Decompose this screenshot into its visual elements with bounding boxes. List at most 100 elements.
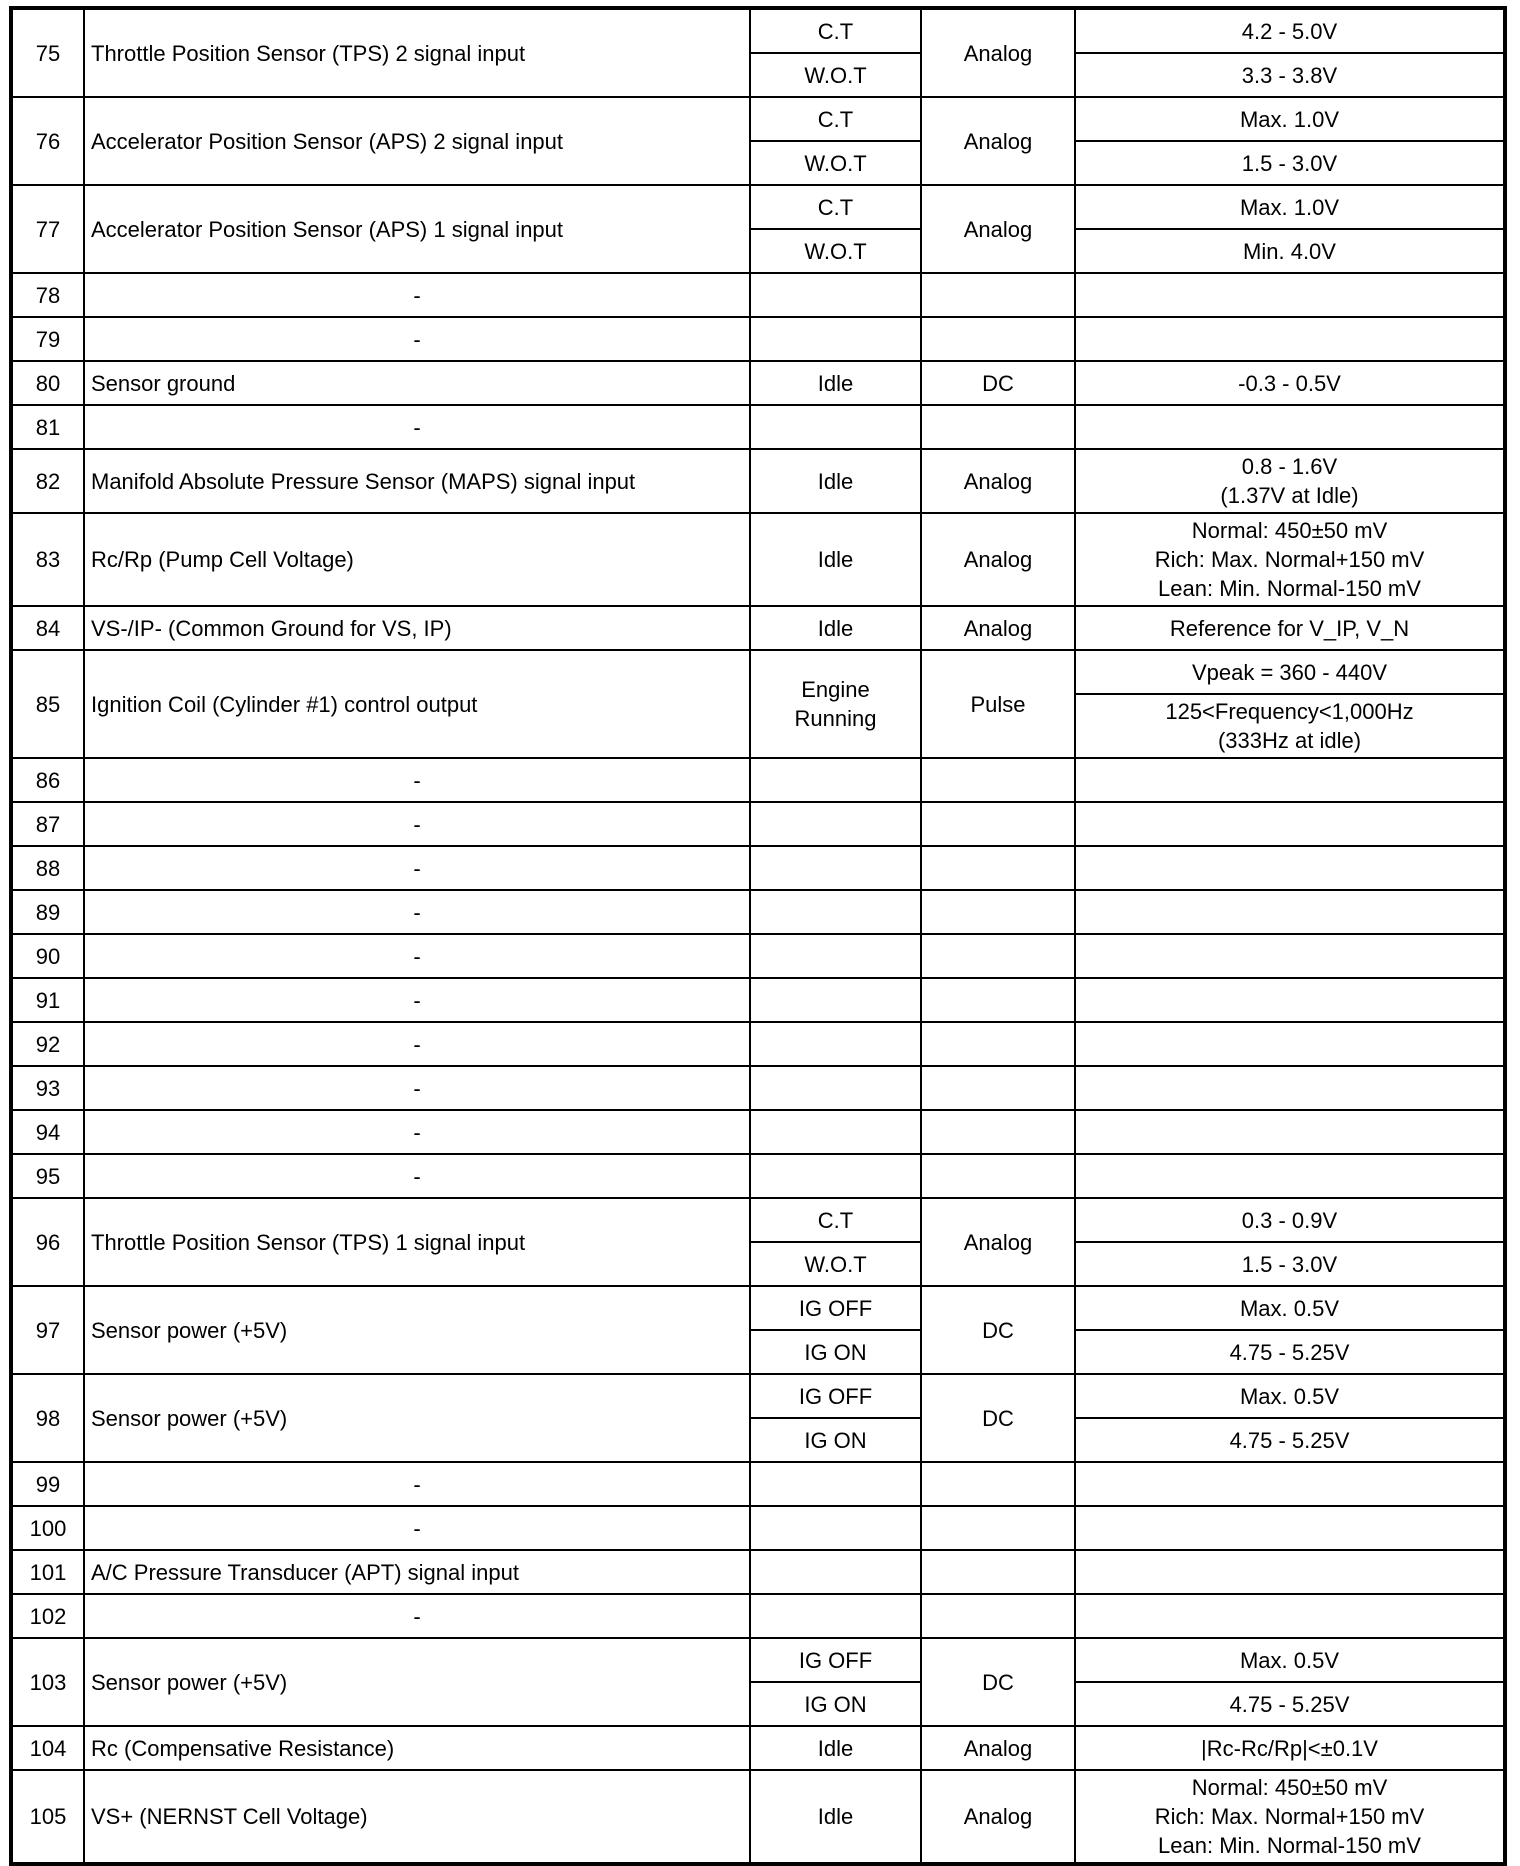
condition xyxy=(749,933,922,979)
specification: Max. 1.0V xyxy=(1074,184,1506,230)
pin-description: - xyxy=(83,1153,751,1199)
pin-description: - xyxy=(83,1593,751,1639)
specification: 4.75 - 5.25V xyxy=(1074,1417,1506,1463)
pin-description: - xyxy=(83,977,751,1023)
specification xyxy=(1074,1109,1506,1155)
table-row: 125<Frequency<1,000Hz (333Hz at idle) xyxy=(11,693,1506,759)
table-row: 81- xyxy=(10,404,1506,450)
condition xyxy=(749,889,922,935)
specification: Reference for V_IP, V_N xyxy=(1074,605,1506,651)
ecm-pin-table: 75 Throttle Position Sensor (TPS) 2 signa… xyxy=(9,6,1507,1866)
specification: 0.8 - 1.6V (1.37V at Idle) xyxy=(1074,448,1506,514)
signal-type xyxy=(920,1021,1076,1067)
pin-number: 103 xyxy=(10,1637,85,1727)
pin-description: VS-/IP- (Common Ground for VS, IP) xyxy=(83,605,751,651)
table-row: 98 Sensor power (+5V) IG OFF DC Max. 0.5V xyxy=(10,1373,1506,1463)
signal-type: Analog xyxy=(920,1197,1076,1287)
pin-description: Sensor power (+5V) xyxy=(83,1637,751,1727)
table-row: 95- xyxy=(10,1153,1506,1199)
table-row: 82 Manifold Absolute Pressure Sensor (MAP… xyxy=(10,448,1506,514)
pin-description: Manifold Absolute Pressure Sensor (MAPS)… xyxy=(83,448,751,514)
pin-number: 98 xyxy=(10,1373,85,1463)
specification: 1.5 - 3.0V xyxy=(1074,140,1506,186)
specification: |Rc-Rc/Rp|<±0.1V xyxy=(1074,1725,1506,1771)
condition: W.O.T xyxy=(749,228,922,274)
specification xyxy=(1074,757,1506,803)
table-row: 103 Sensor power (+5V) IG OFF DC Max. 0.5V xyxy=(10,1637,1506,1727)
signal-type xyxy=(920,1593,1076,1639)
table-row: IG ON 4.75 - 5.25V xyxy=(11,1681,1506,1727)
pin-description: - xyxy=(83,316,751,362)
pin-number: 80 xyxy=(10,360,85,406)
condition: C.T xyxy=(749,184,922,230)
condition: C.T xyxy=(749,1197,922,1243)
table-row: 87- xyxy=(10,801,1506,847)
signal-type: DC xyxy=(920,1373,1076,1463)
pin-description: VS+ (NERNST Cell Voltage) xyxy=(83,1769,751,1865)
signal-type xyxy=(920,757,1076,803)
pin-number: 105 xyxy=(10,1769,85,1865)
pin-number: 79 xyxy=(10,316,85,362)
pin-description: Rc (Compensative Resistance) xyxy=(83,1725,751,1771)
pin-description: Throttle Position Sensor (TPS) 2 signal … xyxy=(83,7,751,98)
specification: 4.75 - 5.25V xyxy=(1074,1681,1506,1727)
specification xyxy=(1074,1153,1506,1199)
condition: C.T xyxy=(749,96,922,142)
pin-description: - xyxy=(83,404,751,450)
pin-number: 104 xyxy=(10,1725,85,1771)
pin-number: 78 xyxy=(10,272,85,318)
table-row: 85 Ignition Coil (Cylinder #1) control ou… xyxy=(10,649,1506,759)
pin-number: 91 xyxy=(10,977,85,1023)
pin-number: 87 xyxy=(10,801,85,847)
signal-type: Pulse xyxy=(920,649,1076,759)
signal-type xyxy=(920,1109,1076,1155)
condition xyxy=(749,977,922,1023)
table-row: IG ON 4.75 - 5.25V xyxy=(11,1329,1506,1375)
condition: IG ON xyxy=(749,1329,922,1375)
pin-number: 92 xyxy=(10,1021,85,1067)
pin-description: - xyxy=(83,933,751,979)
signal-type xyxy=(920,1505,1076,1551)
condition: IG OFF xyxy=(749,1285,922,1331)
condition: IG ON xyxy=(749,1681,922,1727)
pin-number: 99 xyxy=(10,1461,85,1507)
specification: 125<Frequency<1,000Hz (333Hz at idle) xyxy=(1074,693,1506,759)
pin-description: - xyxy=(83,1505,751,1551)
signal-type: Analog xyxy=(920,184,1076,274)
specification: 3.3 - 3.8V xyxy=(1074,52,1506,98)
signal-type: DC xyxy=(920,1285,1076,1375)
pin-description: Accelerator Position Sensor (APS) 2 sign… xyxy=(83,96,751,186)
pin-description: Throttle Position Sensor (TPS) 1 signal … xyxy=(83,1197,751,1287)
specification: Min. 4.0V xyxy=(1074,228,1506,274)
specification xyxy=(1074,272,1506,318)
table-row: 88- xyxy=(10,845,1506,891)
table-row: 101 A/C Pressure Transducer (APT) signal … xyxy=(10,1549,1506,1595)
pin-description: - xyxy=(83,801,751,847)
signal-type xyxy=(920,889,1076,935)
specification: 1.5 - 3.0V xyxy=(1074,1241,1506,1287)
condition: IG ON xyxy=(749,1417,922,1463)
condition: IG OFF xyxy=(749,1373,922,1419)
condition xyxy=(749,801,922,847)
specification: 4.75 - 5.25V xyxy=(1074,1329,1506,1375)
specification xyxy=(1074,933,1506,979)
table-row: 99- xyxy=(10,1461,1506,1507)
condition xyxy=(749,1109,922,1155)
table-row: 79- xyxy=(10,316,1506,362)
pin-description: Rc/Rp (Pump Cell Voltage) xyxy=(83,512,751,607)
condition: W.O.T xyxy=(749,1241,922,1287)
pin-number: 90 xyxy=(10,933,85,979)
signal-type xyxy=(920,1153,1076,1199)
pin-number: 84 xyxy=(10,605,85,651)
specification xyxy=(1074,845,1506,891)
condition: Idle xyxy=(749,512,922,607)
pin-number: 81 xyxy=(10,404,85,450)
specification: Max. 0.5V xyxy=(1074,1637,1506,1683)
pin-description: Ignition Coil (Cylinder #1) control outp… xyxy=(83,649,751,759)
condition xyxy=(749,1461,922,1507)
pin-description: - xyxy=(83,272,751,318)
signal-type: Analog xyxy=(920,605,1076,651)
table-body: 75 Throttle Position Sensor (TPS) 2 signa… xyxy=(10,7,1506,1865)
specification xyxy=(1074,801,1506,847)
pin-description: - xyxy=(83,1065,751,1111)
